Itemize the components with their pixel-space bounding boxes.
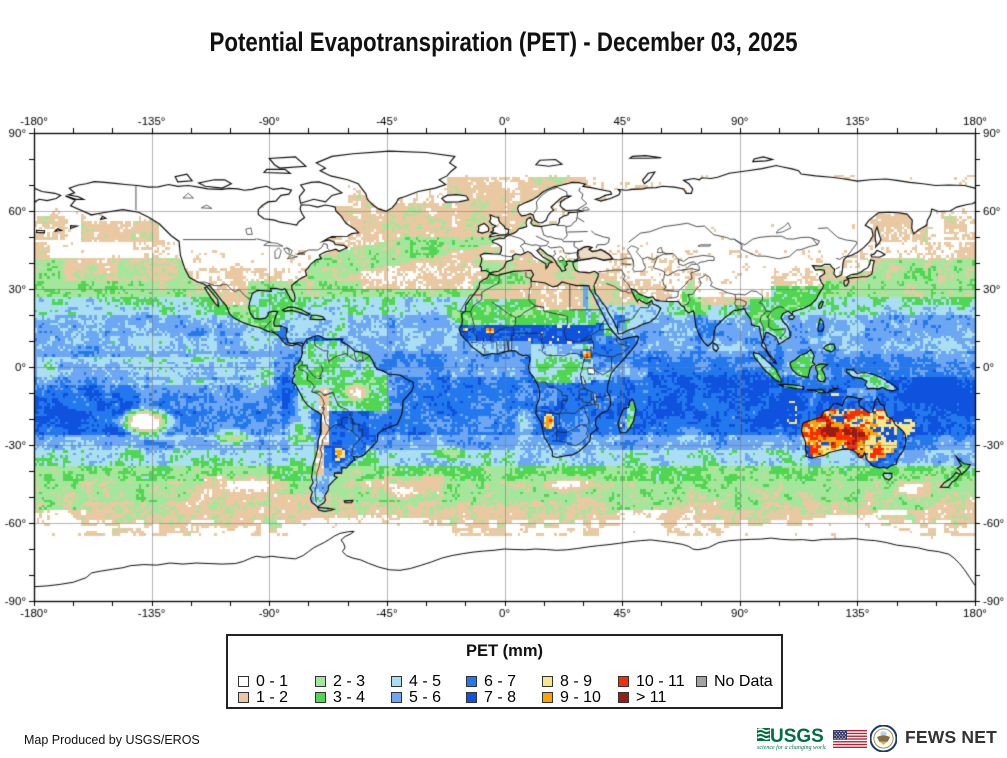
svg-text:USGS: USGS bbox=[770, 726, 824, 747]
svg-text:science for a changing world: science for a changing world bbox=[757, 744, 826, 751]
